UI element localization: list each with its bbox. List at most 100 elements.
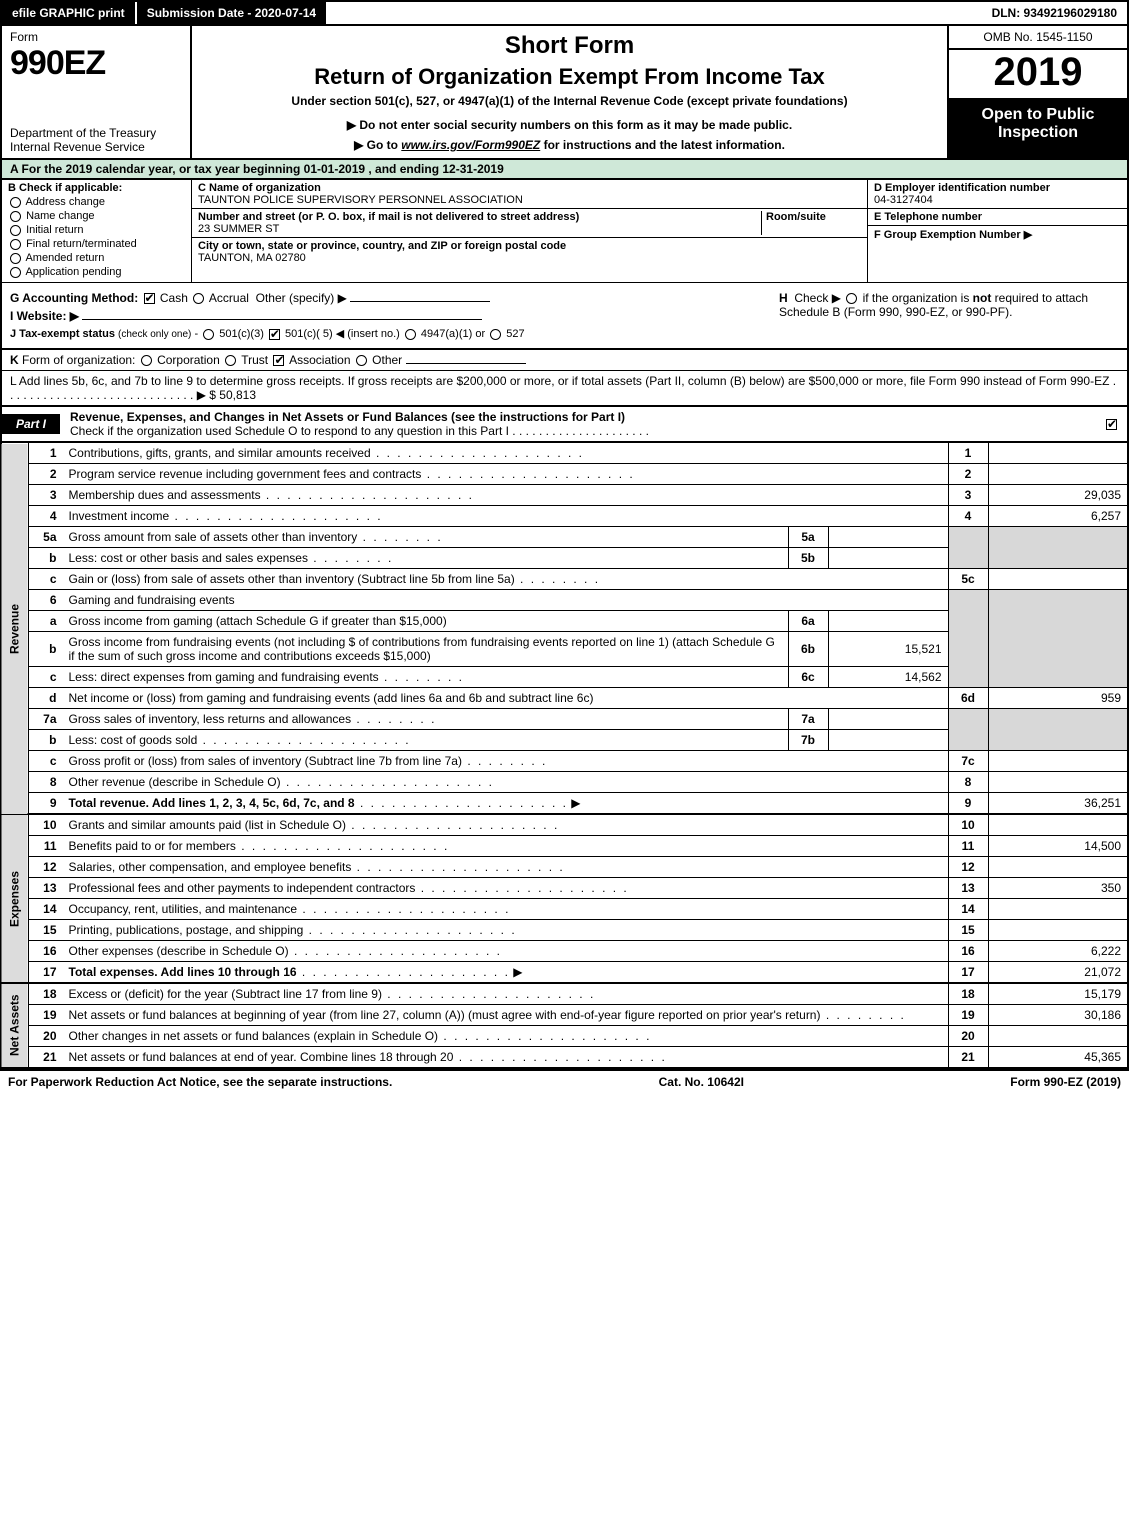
row-i: I Website: ▶ xyxy=(10,309,759,323)
efile-print-button[interactable]: efile GRAPHIC print xyxy=(2,2,137,24)
city-cell: City or town, state or province, country… xyxy=(192,238,867,266)
row-a-period: A For the 2019 calendar year, or tax yea… xyxy=(0,160,1129,180)
chk-association[interactable] xyxy=(273,355,284,366)
l6d-amt: 959 xyxy=(988,688,1128,709)
l1-ln: 1 xyxy=(948,443,988,464)
l6a-iv xyxy=(828,611,948,632)
chk-4947[interactable] xyxy=(405,329,416,340)
l7ab-greyamt xyxy=(988,709,1128,751)
line-15: 15 Printing, publications, postage, and … xyxy=(1,920,1128,941)
revenue-sidebar: Revenue xyxy=(1,443,29,814)
l15-num: 15 xyxy=(29,920,63,941)
chk-schedule-b[interactable] xyxy=(846,293,857,304)
other-specify-field[interactable] xyxy=(350,301,490,302)
spacer xyxy=(326,2,981,24)
row-l-amount: $ 50,813 xyxy=(209,388,256,402)
l21-num: 21 xyxy=(29,1047,63,1069)
l14-amt xyxy=(988,899,1128,920)
ein-value: 04-3127404 xyxy=(874,194,933,206)
chk-final-return[interactable]: Final return/terminated xyxy=(8,238,185,250)
row-k: K Form of organization: Corporation Trus… xyxy=(0,350,1129,371)
line-10: Expenses 10 Grants and similar amounts p… xyxy=(1,814,1128,836)
l16-desc: Other expenses (describe in Schedule O) xyxy=(69,944,502,958)
chk-cash[interactable] xyxy=(144,293,155,304)
instructions-url[interactable]: www.irs.gov/Form990EZ xyxy=(401,138,540,152)
l18-num: 18 xyxy=(29,983,63,1005)
l7c-num: c xyxy=(29,751,63,772)
l6d-desc: Net income or (loss) from gaming and fun… xyxy=(63,688,949,709)
l5c-ln: 5c xyxy=(948,569,988,590)
section-c: C Name of organization TAUNTON POLICE SU… xyxy=(192,180,867,282)
line-12: 12 Salaries, other compensation, and emp… xyxy=(1,857,1128,878)
website-field[interactable] xyxy=(82,319,482,320)
l6c-iv: 14,562 xyxy=(828,667,948,688)
line-7c: c Gross profit or (loss) from sales of i… xyxy=(1,751,1128,772)
room-label: Room/suite xyxy=(766,211,826,223)
chk-amended-return[interactable]: Amended return xyxy=(8,252,185,264)
line-4: 4 Investment income 4 6,257 xyxy=(1,506,1128,527)
l10-ln: 10 xyxy=(948,814,988,836)
l10-num: 10 xyxy=(29,814,63,836)
part-i-tag: Part I xyxy=(2,414,60,434)
chk-trust[interactable] xyxy=(225,355,236,366)
l3-amt: 29,035 xyxy=(988,485,1128,506)
l6a-in: 6a xyxy=(788,611,828,632)
l20-desc: Other changes in net assets or fund bala… xyxy=(69,1029,652,1043)
l6-greyamt xyxy=(988,590,1128,688)
chk-name-change[interactable]: Name change xyxy=(8,210,185,222)
chk-527[interactable] xyxy=(490,329,501,340)
l7b-desc: Less: cost of goods sold xyxy=(69,733,411,747)
chk-corporation[interactable] xyxy=(141,355,152,366)
line-18: Net Assets 18 Excess or (deficit) for th… xyxy=(1,983,1128,1005)
chk-accrual[interactable] xyxy=(193,293,204,304)
phone-label: E Telephone number xyxy=(874,211,982,223)
l7b-num: b xyxy=(29,730,63,751)
line-5a: 5a Gross amount from sale of assets othe… xyxy=(1,527,1128,548)
chk-501c3[interactable] xyxy=(203,329,214,340)
chk-schedule-o[interactable] xyxy=(1106,419,1117,430)
form-header: Form 990EZ Department of the Treasury In… xyxy=(0,26,1129,160)
l15-desc: Printing, publications, postage, and shi… xyxy=(69,923,517,937)
l5b-in: 5b xyxy=(788,548,828,569)
l5a-in: 5a xyxy=(788,527,828,548)
header-mid: Short Form Return of Organization Exempt… xyxy=(192,26,947,158)
org-name-cell: C Name of organization TAUNTON POLICE SU… xyxy=(192,180,867,209)
l8-amt xyxy=(988,772,1128,793)
l4-amt: 6,257 xyxy=(988,506,1128,527)
part-i-table: Revenue 1 Contributions, gifts, grants, … xyxy=(0,443,1129,1069)
l3-ln: 3 xyxy=(948,485,988,506)
row-j: J Tax-exempt status (check only one) - 5… xyxy=(10,327,759,340)
form-label: Form xyxy=(10,30,182,44)
tax-year: 2019 xyxy=(949,50,1127,100)
return-title: Return of Organization Exempt From Incom… xyxy=(202,64,937,90)
chk-address-change[interactable]: Address change xyxy=(8,196,185,208)
l6b-in: 6b xyxy=(788,632,828,667)
line-19: 19 Net assets or fund balances at beginn… xyxy=(1,1005,1128,1026)
l15-amt xyxy=(988,920,1128,941)
street-value: 23 SUMMER ST xyxy=(198,223,279,235)
line-11: 11 Benefits paid to or for members 11 14… xyxy=(1,836,1128,857)
chk-application-pending[interactable]: Application pending xyxy=(8,266,185,278)
line-16: 16 Other expenses (describe in Schedule … xyxy=(1,941,1128,962)
other-org-field[interactable] xyxy=(406,363,526,364)
page-footer: For Paperwork Reduction Act Notice, see … xyxy=(0,1069,1129,1093)
l3-num: 3 xyxy=(29,485,63,506)
l5c-amt xyxy=(988,569,1128,590)
l18-amt: 15,179 xyxy=(988,983,1128,1005)
line-6: 6 Gaming and fundraising events xyxy=(1,590,1128,611)
line-14: 14 Occupancy, rent, utilities, and maint… xyxy=(1,899,1128,920)
chk-501c[interactable] xyxy=(269,329,280,340)
l14-ln: 14 xyxy=(948,899,988,920)
l10-amt xyxy=(988,814,1128,836)
chk-initial-return[interactable]: Initial return xyxy=(8,224,185,236)
link-post: for instructions and the latest informat… xyxy=(540,138,785,152)
l5c-num: c xyxy=(29,569,63,590)
header-left: Form 990EZ Department of the Treasury In… xyxy=(2,26,192,158)
chk-other-org[interactable] xyxy=(356,355,367,366)
l17-amt: 21,072 xyxy=(988,962,1128,984)
omb-number: OMB No. 1545-1150 xyxy=(949,26,1127,50)
l5a-num: 5a xyxy=(29,527,63,548)
l17-ln: 17 xyxy=(948,962,988,984)
line-6d: d Net income or (loss) from gaming and f… xyxy=(1,688,1128,709)
l19-num: 19 xyxy=(29,1005,63,1026)
